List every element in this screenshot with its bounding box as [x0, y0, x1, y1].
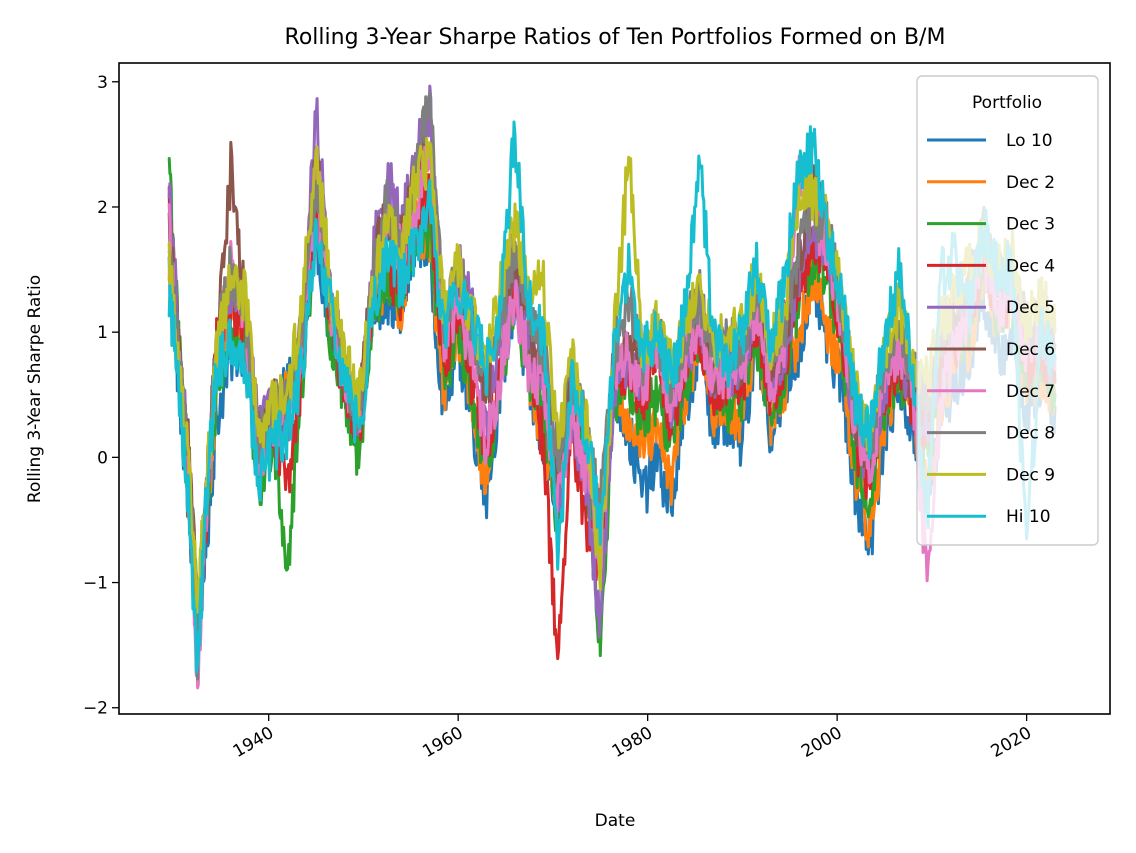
legend-title: Portfolio [972, 93, 1042, 113]
legend-label: Dec 9 [1006, 465, 1055, 485]
legend-label: Dec 5 [1006, 298, 1055, 318]
x-axis-label: Date [595, 811, 636, 831]
y-tick-label: −2 [83, 699, 108, 719]
y-tick-label: −1 [83, 574, 108, 594]
legend-label: Dec 3 [1006, 215, 1055, 235]
legend-item: Dec 3 [927, 215, 1055, 235]
series-line-hi-10 [167, 120, 1057, 674]
legend-item: Dec 9 [927, 465, 1055, 485]
y-axis-label: Rolling 3-Year Sharpe Ratio [25, 275, 45, 503]
legend-item: Dec 7 [927, 382, 1055, 402]
legend-item: Lo 10 [927, 131, 1053, 151]
y-tick-label: 2 [97, 198, 108, 218]
legend-label: Dec 4 [1006, 256, 1055, 276]
legend-box [916, 75, 1099, 546]
legend-item: Dec 6 [927, 340, 1055, 360]
legend-label: Lo 10 [1006, 131, 1053, 151]
plot-frame [118, 62, 1111, 715]
legend-item: Dec 2 [927, 173, 1055, 193]
legend-label: Dec 8 [1006, 424, 1055, 444]
legend-item: Dec 5 [927, 298, 1055, 318]
legend-item: Hi 10 [927, 507, 1051, 527]
legend-label: Dec 2 [1006, 173, 1055, 193]
series-layer [167, 84, 1057, 690]
chart-title: Rolling 3-Year Sharpe Ratios of Ten Port… [285, 25, 946, 50]
y-tick-label: 1 [97, 323, 108, 343]
legend-item: Dec 4 [927, 256, 1055, 276]
y-axis: −2 −1 0 1 2 3 [83, 73, 119, 719]
legend-label: Dec 6 [1006, 340, 1055, 360]
series-line-dec-3 [167, 157, 1057, 658]
legend-label: Hi 10 [1006, 507, 1051, 527]
legend: Portfolio Lo 10 Dec 2 Dec 3 Dec 4 Dec 5 Dec 6… [916, 75, 1099, 546]
legend-item: Dec 8 [927, 424, 1055, 444]
y-tick-label: 0 [97, 448, 108, 468]
y-tick-label: 3 [97, 73, 108, 93]
legend-label: Dec 7 [1006, 382, 1055, 402]
